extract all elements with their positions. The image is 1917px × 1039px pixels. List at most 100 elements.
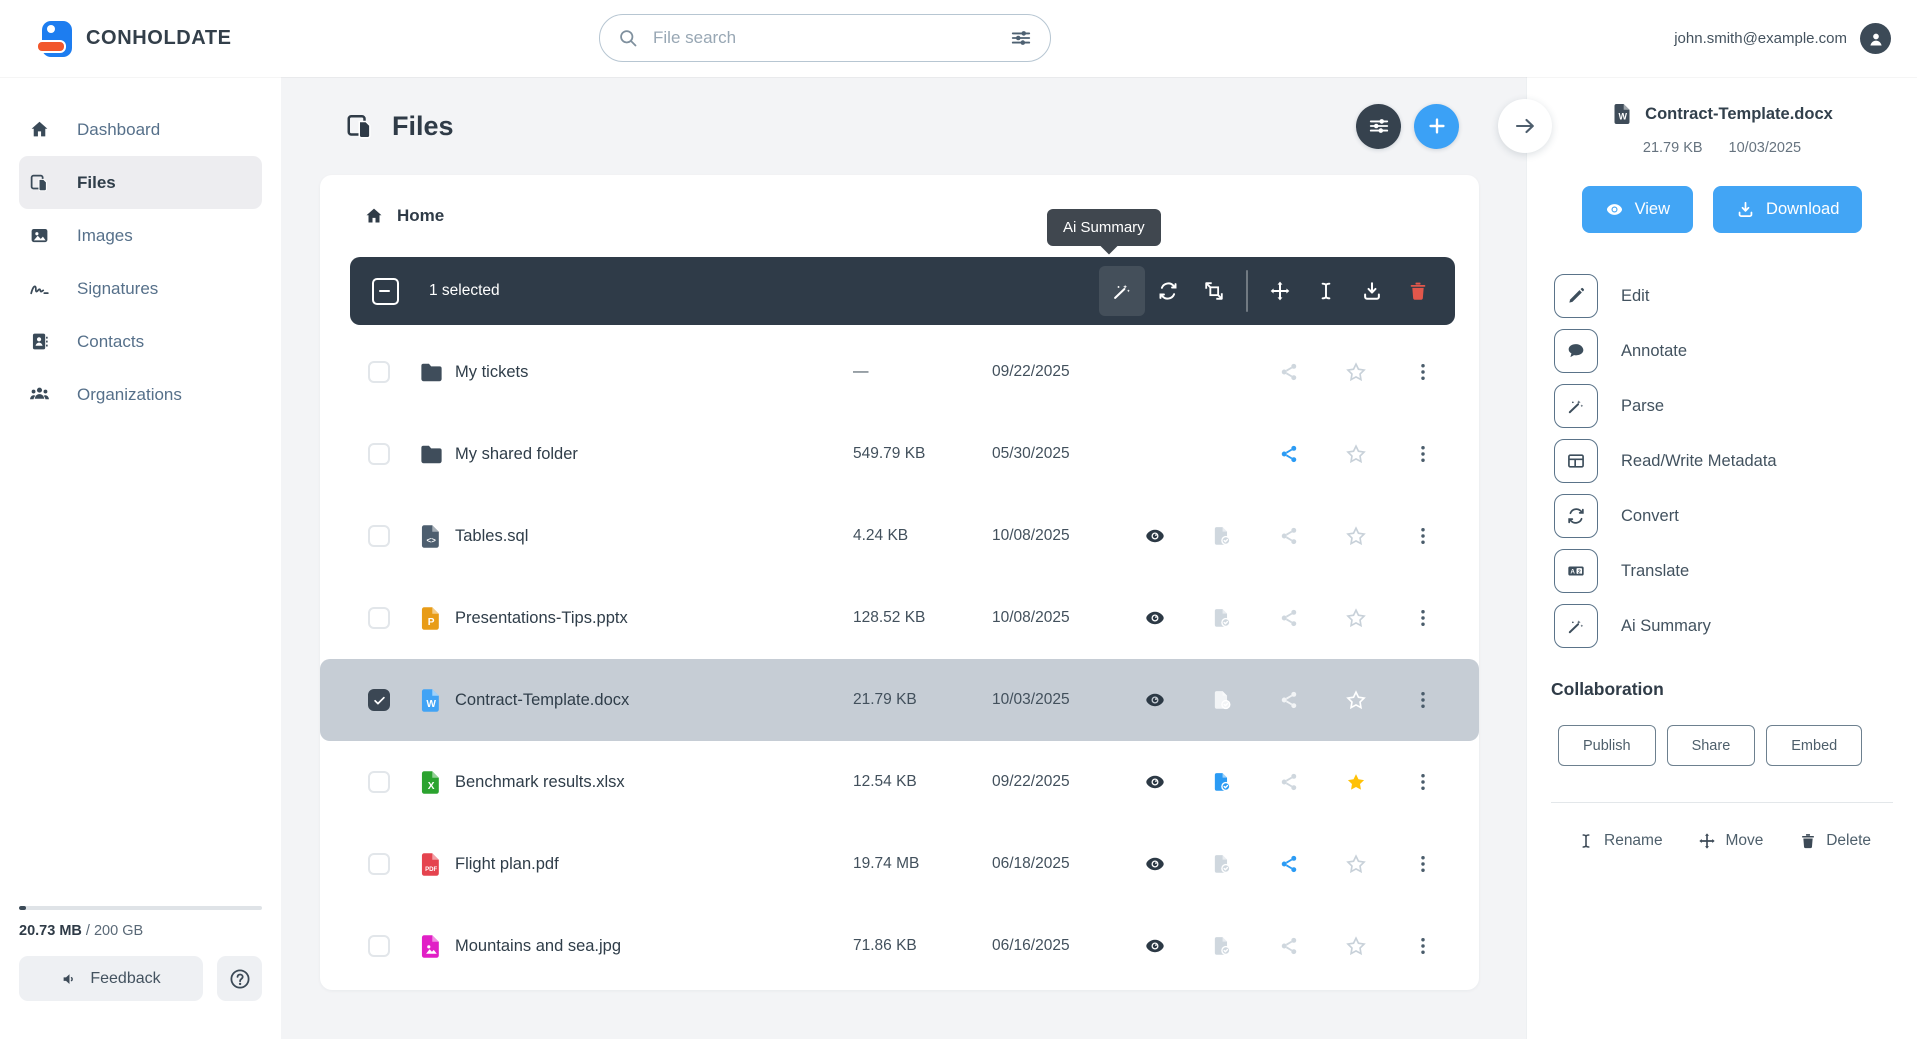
delete-button[interactable]: Delete xyxy=(1799,832,1871,850)
search-input[interactable] xyxy=(651,27,1010,49)
action-icon-button[interactable] xyxy=(1554,494,1598,538)
favorite-button[interactable] xyxy=(1338,928,1374,964)
favorite-button[interactable] xyxy=(1338,600,1374,636)
view-button[interactable]: View xyxy=(1581,186,1694,233)
table-row[interactable]: My shared folder 549.79 KB 05/30/2025 xyxy=(320,413,1479,495)
table-row[interactable]: <> Tables.sql 4.24 KB 10/08/2025 xyxy=(320,495,1479,577)
more-options-button[interactable] xyxy=(1405,928,1441,964)
row-checkbox[interactable] xyxy=(368,853,390,875)
action-icon-button[interactable] xyxy=(1554,439,1598,483)
share-button[interactable] xyxy=(1271,518,1307,554)
preview-button[interactable] xyxy=(1137,518,1173,554)
more-options-button[interactable] xyxy=(1405,436,1441,472)
sidebar-item-signatures[interactable]: Signatures xyxy=(19,262,262,315)
table-row[interactable]: My tickets — 09/22/2025 xyxy=(320,331,1479,413)
table-row[interactable]: X Benchmark results.xlsx 12.54 KB 09/22/… xyxy=(320,741,1479,823)
convert-button[interactable] xyxy=(1145,266,1191,316)
favorite-button[interactable] xyxy=(1338,354,1374,390)
rename-button[interactable] xyxy=(1303,266,1349,316)
table-row[interactable]: PDF Flight plan.pdf 19.74 MB 06/18/2025 xyxy=(320,823,1479,905)
document-status-button[interactable] xyxy=(1204,682,1240,718)
download-button-panel[interactable]: Download xyxy=(1713,186,1863,233)
document-status-button[interactable] xyxy=(1204,518,1240,554)
panel-action-convert[interactable]: Convert xyxy=(1554,494,1893,538)
action-icon-button[interactable] xyxy=(1554,274,1598,318)
embed-button[interactable]: Embed xyxy=(1766,725,1863,766)
share-button[interactable] xyxy=(1271,928,1307,964)
row-checkbox[interactable] xyxy=(368,443,390,465)
download-button[interactable] xyxy=(1349,266,1395,316)
preview-button[interactable] xyxy=(1137,600,1173,636)
document-status-button[interactable] xyxy=(1204,846,1240,882)
avatar[interactable] xyxy=(1860,23,1891,54)
favorite-button[interactable] xyxy=(1338,764,1374,800)
sidebar-item-images[interactable]: Images xyxy=(19,209,262,262)
collapse-panel-button[interactable] xyxy=(1498,99,1552,153)
row-checkbox[interactable] xyxy=(368,525,390,547)
preview-button[interactable] xyxy=(1137,682,1173,718)
row-checkbox[interactable] xyxy=(368,935,390,957)
page-title-text: Files xyxy=(392,110,454,141)
share-button[interactable] xyxy=(1271,846,1307,882)
table-row[interactable]: P Presentations-Tips.pptx 128.52 KB 10/0… xyxy=(320,577,1479,659)
view-settings-button[interactable] xyxy=(1356,103,1401,149)
panel-action-read-write-metadata[interactable]: Read/Write Metadata xyxy=(1554,439,1893,483)
more-options-button[interactable] xyxy=(1405,764,1441,800)
share-button[interactable] xyxy=(1271,354,1307,390)
panel-action-annotate[interactable]: Annotate xyxy=(1554,329,1893,373)
action-icon-button[interactable] xyxy=(1554,549,1598,593)
panel-action-ai-summary[interactable]: Ai Summary xyxy=(1554,604,1893,648)
more-options-button[interactable] xyxy=(1405,518,1441,554)
action-icon-button[interactable] xyxy=(1554,384,1598,428)
file-size: 71.86 KB xyxy=(853,937,917,954)
document-status-button[interactable] xyxy=(1204,600,1240,636)
favorite-button[interactable] xyxy=(1338,682,1374,718)
document-status-button[interactable] xyxy=(1204,928,1240,964)
move-button[interactable]: Move xyxy=(1698,832,1763,850)
favorite-button[interactable] xyxy=(1338,436,1374,472)
ai-summary-button[interactable] xyxy=(1099,266,1145,316)
brand-logo[interactable]: CONHOLDATE xyxy=(36,19,232,59)
favorite-button[interactable] xyxy=(1338,846,1374,882)
panel-action-translate[interactable]: Translate xyxy=(1554,549,1893,593)
preview-button[interactable] xyxy=(1137,928,1173,964)
share-button[interactable] xyxy=(1271,682,1307,718)
preview-button[interactable] xyxy=(1137,846,1173,882)
share-button[interactable]: Share xyxy=(1666,725,1756,766)
more-options-button[interactable] xyxy=(1405,846,1441,882)
panel-action-parse[interactable]: Parse xyxy=(1554,384,1893,428)
help-button[interactable] xyxy=(217,956,262,1001)
more-options-button[interactable] xyxy=(1405,600,1441,636)
row-checkbox[interactable] xyxy=(368,689,390,711)
publish-button[interactable]: Publish xyxy=(1558,725,1656,766)
select-all-checkbox[interactable] xyxy=(372,277,399,305)
favorite-button[interactable] xyxy=(1338,518,1374,554)
action-icon-button[interactable] xyxy=(1554,329,1598,373)
sidebar-item-files[interactable]: Files xyxy=(19,156,262,209)
action-icon-button[interactable] xyxy=(1554,604,1598,648)
row-checkbox[interactable] xyxy=(368,771,390,793)
rename-button[interactable]: Rename xyxy=(1577,832,1663,850)
resize-button[interactable] xyxy=(1191,266,1237,316)
table-row[interactable]: W Contract-Template.docx 21.79 KB 10/03/… xyxy=(320,659,1479,741)
delete-button[interactable] xyxy=(1395,266,1441,316)
more-options-button[interactable] xyxy=(1405,682,1441,718)
row-checkbox[interactable] xyxy=(368,607,390,629)
add-button[interactable] xyxy=(1414,103,1459,149)
sidebar-item-organizations[interactable]: Organizations xyxy=(19,368,262,421)
preview-button[interactable] xyxy=(1137,764,1173,800)
breadcrumb[interactable]: Home xyxy=(320,175,1479,257)
share-button[interactable] xyxy=(1271,764,1307,800)
share-button[interactable] xyxy=(1271,436,1307,472)
sidebar-item-contacts[interactable]: Contacts xyxy=(19,315,262,368)
document-status-button[interactable] xyxy=(1204,764,1240,800)
share-button[interactable] xyxy=(1271,600,1307,636)
table-row[interactable]: Mountains and sea.jpg 71.86 KB 06/16/202… xyxy=(320,905,1479,987)
row-checkbox[interactable] xyxy=(368,361,390,383)
sidebar-item-dashboard[interactable]: Dashboard xyxy=(19,103,262,156)
panel-action-edit[interactable]: Edit xyxy=(1554,274,1893,318)
more-options-button[interactable] xyxy=(1405,354,1441,390)
move-button[interactable] xyxy=(1257,266,1303,316)
feedback-button[interactable]: Feedback xyxy=(19,956,203,1001)
search-filter-icon[interactable] xyxy=(1010,27,1032,49)
